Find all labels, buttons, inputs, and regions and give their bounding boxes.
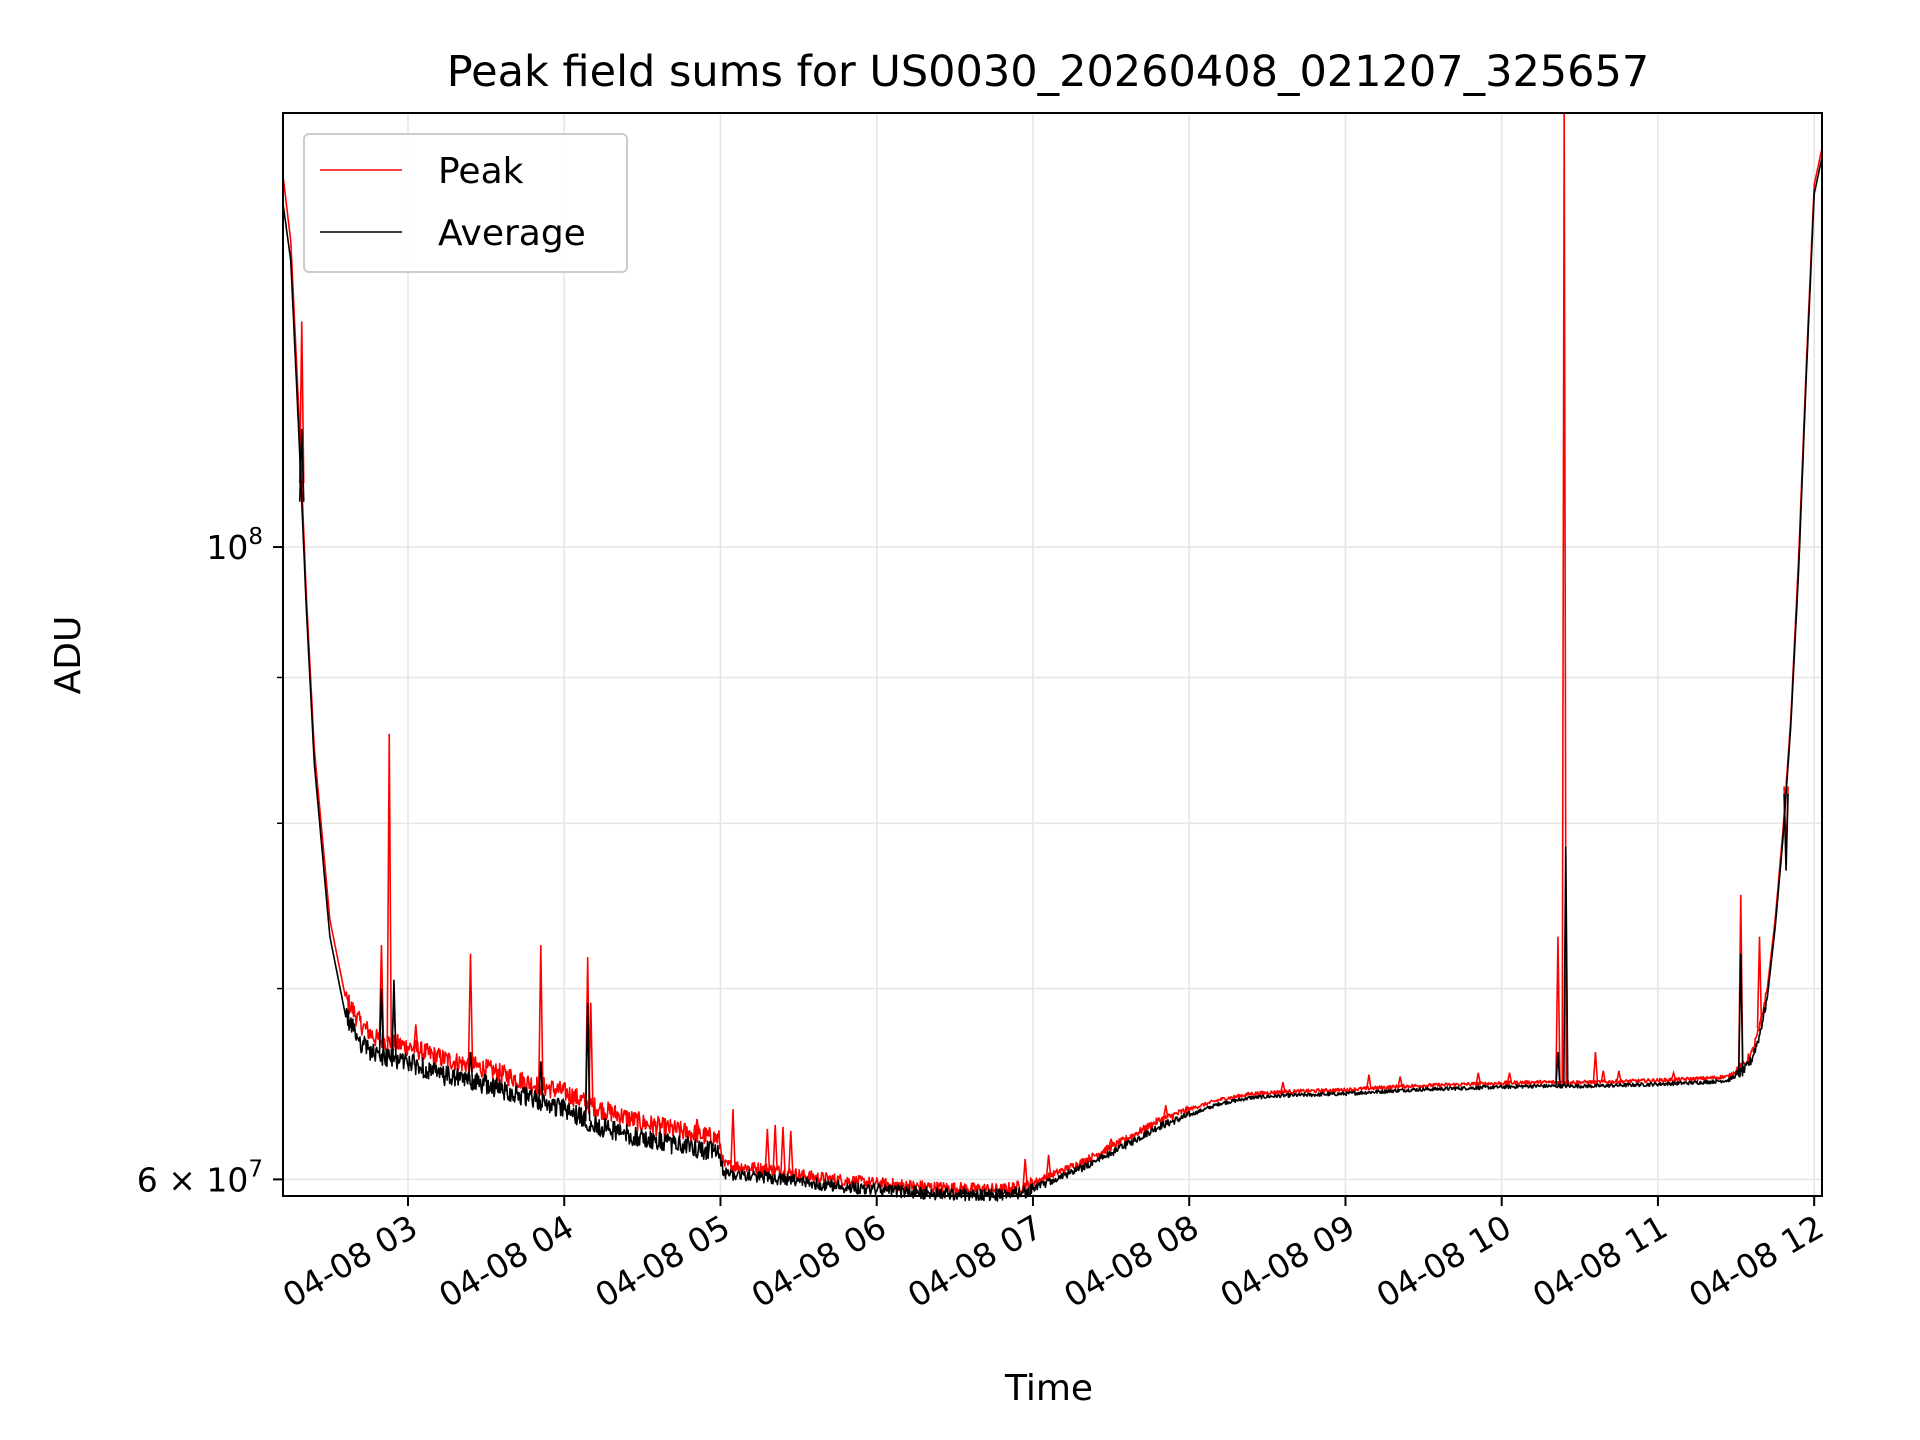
series-average-spike bbox=[378, 988, 385, 1057]
series-peak-spike bbox=[730, 1109, 736, 1166]
series-average-spike bbox=[391, 979, 397, 1059]
y-tick-label-base: 6 × 10 bbox=[137, 1160, 249, 1199]
y-tick-label-exponent: 7 bbox=[248, 1156, 263, 1182]
series-peak-spike bbox=[1555, 936, 1561, 1083]
series-peak-spike bbox=[1108, 1138, 1114, 1148]
y-tick-label: 108 bbox=[206, 524, 263, 567]
x-axis-label: Time bbox=[1004, 1368, 1093, 1409]
series-peak-spike bbox=[1506, 1072, 1513, 1084]
series-average bbox=[282, 157, 1823, 1202]
series-average-spike bbox=[1783, 793, 1789, 871]
series-average-spike bbox=[1562, 846, 1569, 1087]
y-tick-label-exponent: 8 bbox=[248, 524, 263, 550]
series-peak-spike bbox=[386, 733, 393, 1043]
series-peak-spike bbox=[1022, 1158, 1028, 1186]
series-peak-spike bbox=[413, 1024, 419, 1050]
series-average-spike bbox=[298, 429, 305, 502]
series-peak-spike bbox=[1616, 1070, 1622, 1082]
series-peak-spike bbox=[298, 321, 305, 484]
series-peak-spike bbox=[1162, 1105, 1169, 1119]
legend-box bbox=[303, 133, 628, 273]
y-tick-label-base: 10 bbox=[206, 528, 248, 567]
series-peak-spike bbox=[1280, 1082, 1286, 1092]
series-average-spike bbox=[584, 1002, 591, 1121]
series-peak-spike bbox=[772, 1124, 778, 1171]
y-axis-label: ADU bbox=[48, 616, 89, 695]
series-peak-spike bbox=[787, 1130, 794, 1174]
series-peak-spike bbox=[1756, 936, 1763, 1029]
series-peak-spike bbox=[780, 1126, 786, 1172]
legend-label-peak: Peak bbox=[438, 151, 524, 192]
series-average-spike bbox=[1555, 1052, 1561, 1087]
series-average-spike bbox=[538, 1061, 544, 1102]
series-peak-spike bbox=[1366, 1074, 1372, 1089]
series-peak-spike bbox=[467, 953, 474, 1066]
axes-frame bbox=[282, 112, 1823, 1197]
series-peak-spike bbox=[1670, 1069, 1677, 1080]
series-average-spike bbox=[1737, 953, 1744, 1073]
series-peak-spike bbox=[1475, 1072, 1482, 1085]
series-peak-spike bbox=[1592, 1052, 1599, 1083]
chart-title: Peak field sums for US0030_20260408_0212… bbox=[447, 47, 1650, 97]
series-peak-spike bbox=[764, 1128, 771, 1170]
legend: Peak Average bbox=[303, 133, 628, 273]
y-tick-label: 6 × 107 bbox=[137, 1156, 263, 1199]
series-peak-spike bbox=[694, 1118, 700, 1135]
series-average-spike bbox=[467, 1052, 474, 1082]
series-peak-spike bbox=[1600, 1070, 1607, 1083]
series-peak-spike bbox=[538, 945, 544, 1087]
series-peak-spike bbox=[1045, 1154, 1052, 1177]
y-axis: 108 6 × 107 bbox=[137, 524, 283, 1199]
series-peak-spike bbox=[1397, 1076, 1403, 1087]
legend-label-average: Average bbox=[438, 213, 586, 254]
